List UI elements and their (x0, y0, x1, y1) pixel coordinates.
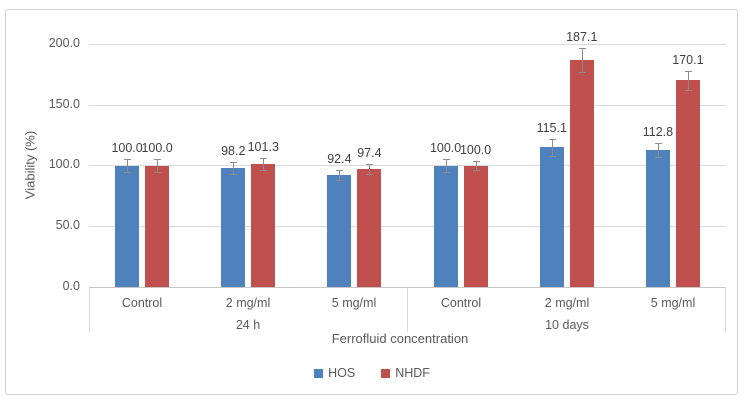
bar-value-label-nhdf-3: 100.0 (459, 142, 492, 157)
gridline-200 (89, 44, 726, 45)
hos-swatch-icon (314, 368, 324, 378)
error-cap-top (548, 138, 556, 140)
bar-value-label-nhdf-2: 97.4 (357, 145, 382, 160)
bar-hos-5 (645, 149, 670, 287)
x-cat-control-24h: Control (121, 296, 163, 310)
y-tick-200: 200.0 (48, 36, 80, 50)
axis-divider-left (89, 287, 90, 332)
bar-value-label-hos-3: 100.0 (429, 141, 462, 156)
error-cap-top (654, 142, 662, 144)
gridline-150 (89, 105, 726, 106)
x-cat-control-10d: Control (440, 296, 482, 310)
bar-value-label-nhdf-4: 187.1 (566, 29, 598, 44)
error-cap-top (336, 169, 344, 171)
bar-nhdf-5 (675, 80, 700, 287)
axis-divider-middle (407, 287, 408, 332)
error-cap-top (578, 47, 586, 49)
y-tick-150: 150.0 (48, 97, 80, 111)
bar-value-label-nhdf-0: 100.0 (141, 141, 173, 156)
error-bar-hos-0 (127, 159, 129, 172)
x-cat-5mgml-10d: 5 mg/ml (650, 296, 696, 310)
bar-hos-1 (221, 167, 246, 287)
x-axis-title: Ferrofluid concentration (331, 331, 469, 346)
error-cap-top (260, 157, 268, 159)
gridline-50 (89, 226, 726, 227)
x-cat-5mgml-24h: 5 mg/ml (331, 296, 377, 310)
error-bar-nhdf-4 (581, 47, 583, 72)
error-bar-nhdf-2 (369, 163, 371, 174)
x-group-10days: 10 days (545, 318, 589, 332)
error-cap-bottom (260, 169, 268, 171)
x-cat-2mgml-10d: 2 mg/ml (544, 296, 590, 310)
error-cap-top (472, 160, 480, 162)
error-cap-bottom (154, 171, 162, 173)
error-cap-top (442, 159, 450, 161)
error-bar-hos-4 (551, 138, 553, 156)
error-cap-bottom (336, 179, 344, 181)
error-cap-bottom (442, 171, 450, 173)
error-cap-top (154, 159, 162, 161)
error-cap-bottom (366, 173, 374, 175)
legend: HOS NHDF (0, 366, 744, 380)
error-bar-hos-1 (233, 161, 235, 174)
bar-value-label-nhdf-5: 170.1 (672, 52, 704, 67)
error-bar-nhdf-3 (475, 160, 477, 171)
bar-hos-2 (327, 174, 352, 287)
error-bar-hos-3 (445, 159, 447, 172)
legend-label-nhdf: NHDF (395, 366, 430, 380)
bar-nhdf-0 (145, 165, 170, 287)
error-cap-top (230, 161, 238, 163)
legend-item-hos: HOS (314, 366, 355, 380)
y-tick-50: 50.0 (55, 218, 80, 232)
bar-hos-0 (115, 165, 140, 287)
error-cap-top (124, 159, 132, 161)
y-tick-100: 100.0 (48, 157, 80, 171)
error-bar-hos-2 (339, 169, 341, 180)
bar-nhdf-3 (463, 165, 488, 287)
bar-hos-3 (433, 165, 458, 287)
error-cap-bottom (654, 157, 662, 159)
error-bar-nhdf-0 (157, 159, 159, 172)
chart-border (5, 9, 738, 395)
x-group-24h: 24 h (235, 318, 261, 332)
legend-item-nhdf: NHDF (381, 366, 430, 380)
bar-value-label-hos-5: 112.8 (642, 124, 674, 139)
error-cap-bottom (230, 173, 238, 175)
bar-value-label-hos-2: 92.4 (327, 151, 352, 166)
error-cap-bottom (472, 170, 480, 172)
bar-value-label-hos-1: 98.2 (221, 143, 246, 158)
error-bar-nhdf-5 (687, 70, 689, 91)
error-cap-top (366, 163, 374, 165)
axis-divider-right (725, 287, 726, 332)
gridline-100 (89, 165, 726, 166)
error-cap-bottom (548, 155, 556, 157)
bar-hos-4 (539, 147, 564, 287)
y-axis-title: Viability (%) (22, 130, 38, 200)
legend-label-hos: HOS (328, 366, 356, 380)
nhdf-swatch-icon (381, 368, 391, 378)
bar-value-label-nhdf-1: 101.3 (247, 139, 279, 154)
error-cap-bottom (578, 71, 586, 73)
y-tick-0: 0.0 (62, 279, 80, 293)
error-bar-nhdf-1 (263, 157, 265, 170)
x-cat-2mgml-24h: 2 mg/ml (225, 296, 271, 310)
bar-value-label-hos-4: 115.1 (536, 120, 567, 135)
bar-value-label-hos-0: 100.0 (111, 141, 143, 156)
bar-nhdf-1 (251, 163, 276, 287)
bar-nhdf-2 (357, 168, 382, 287)
bar-nhdf-4 (569, 59, 594, 287)
error-cap-bottom (684, 90, 692, 92)
error-cap-top (684, 70, 692, 72)
error-bar-hos-5 (657, 142, 659, 158)
error-cap-bottom (124, 171, 132, 173)
